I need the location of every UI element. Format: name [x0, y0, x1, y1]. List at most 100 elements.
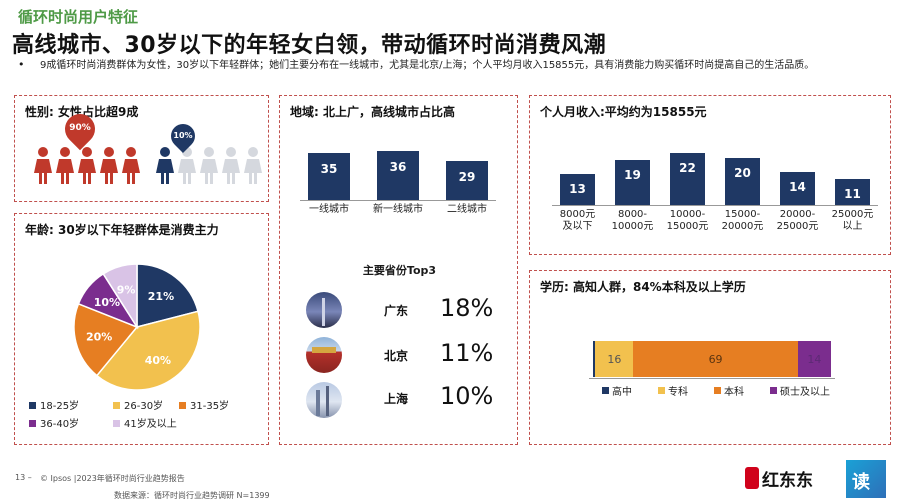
pie-data-label: 9% — [117, 283, 136, 296]
income-chart: 13 8000元 及以下 19 8000- 10000元 22 10000- 15000元… — [530, 96, 892, 256]
pie-slice — [73, 302, 139, 377]
brand-logo: 红东东 — [745, 464, 813, 492]
bar-category-label: 新一线城市 — [373, 204, 423, 215]
data-source: 数据来源：循环时尚行业趋势调研 N=1399 — [114, 491, 270, 500]
pie-slice — [95, 310, 201, 391]
corner-badge: 读 — [846, 460, 886, 498]
male-pct-label: 10% — [173, 131, 193, 140]
stacked-segment: 16 — [595, 341, 634, 377]
region-title: 地域: 北上广，高线城市占比高 — [290, 105, 455, 119]
bar-category-label: 15000- 20000元 — [721, 209, 764, 232]
legend-swatch — [29, 402, 36, 409]
chart-bar: 20 — [725, 158, 760, 205]
legend-item: 专科 — [658, 383, 688, 398]
legend-swatch — [770, 387, 777, 394]
male-icon — [156, 147, 174, 184]
chart-bar: 11 — [835, 179, 870, 205]
pie-data-label: 10% — [94, 296, 120, 309]
education-chart: 16 69 14 高中 专科 本科 硕士及以上 — [530, 271, 892, 446]
province-pct: 18% — [440, 294, 494, 322]
province-name: 北京 — [384, 349, 409, 363]
chart-baseline — [589, 378, 835, 379]
age-panel: 年龄: 30岁以下年轻群体是消费主力 21% 40% 20% 10% 9% 18-25岁 2… — [14, 213, 269, 445]
guangdong-photo — [306, 292, 342, 328]
legend-label: 36-40岁 — [40, 417, 79, 430]
chart-bar: 22 — [670, 153, 705, 205]
gender-panel: 性别: 女性占比超9成 90% 10% — [14, 95, 269, 202]
legend-swatch — [658, 387, 665, 394]
bar-category-label: 8000- 10000元 — [611, 209, 654, 232]
female-icon — [34, 147, 52, 184]
female-icon — [56, 147, 74, 184]
legend-label: 硕士及以上 — [780, 387, 830, 398]
chart-bar: 14 — [780, 172, 815, 205]
legend-label: 高中 — [612, 387, 632, 398]
beijing-photo — [306, 337, 342, 373]
legend-swatch — [179, 402, 186, 409]
shanghai-photo — [306, 382, 342, 418]
grey-person-icon — [244, 147, 262, 184]
province-name: 上海 — [384, 392, 409, 406]
pie-data-label: 40% — [145, 354, 171, 367]
chart-bar: 19 — [615, 160, 650, 205]
bar-category-label: 一线城市 — [309, 204, 349, 215]
top3-title: 主要省份Top3 — [362, 264, 437, 277]
chart-bar: 13 — [560, 174, 595, 205]
legend-label: 26-30岁 — [124, 399, 163, 412]
legend-label: 18-25岁 — [40, 399, 79, 412]
bar-category-label: 二线城市 — [447, 204, 487, 215]
grey-person-icon — [200, 147, 218, 184]
legend-swatch — [714, 387, 721, 394]
legend-item: 本科 — [714, 383, 744, 398]
page-title: 高线城市、30岁以下的年轻女白领，带动循环时尚消费风潮 — [12, 33, 607, 58]
province-pct: 10% — [440, 382, 494, 410]
pie-data-label: 21% — [148, 290, 174, 303]
bullet-icon: • — [18, 58, 25, 71]
legend-item: 高中 — [602, 383, 632, 398]
bar-category-label: 25000元 以上 — [831, 209, 874, 232]
legend-label: 41岁及以上 — [124, 417, 177, 430]
legend-swatch — [113, 420, 120, 427]
female-icon — [100, 147, 118, 184]
pie-data-label: 20% — [86, 331, 112, 344]
female-icon — [122, 147, 140, 184]
gender-title: 性别: 女性占比超9成 — [25, 105, 139, 119]
education-panel: 学历: 高知人群，84%本科及以上学历 16 69 14 高中 专科 本科 硕士及以上 — [529, 270, 891, 445]
province-pct: 11% — [440, 339, 494, 367]
legend-label: 31-35岁 — [190, 399, 229, 412]
province-name: 广东 — [384, 304, 409, 318]
stacked-segment: 14 — [797, 341, 831, 377]
chart-bar: 29 — [446, 160, 488, 200]
section-tag: 循环时尚用户特征 — [18, 8, 139, 26]
female-icon — [78, 147, 96, 184]
legend-swatch — [113, 402, 120, 409]
bar-category-label: 10000- 15000元 — [666, 209, 709, 232]
education-title: 学历: 高知人群，84%本科及以上学历 — [540, 280, 746, 294]
bar-category-label: 20000- 25000元 — [776, 209, 819, 232]
age-title: 年龄: 30岁以下年轻群体是消费主力 — [25, 223, 219, 237]
pie-slice — [136, 263, 199, 328]
income-panel: 个人月收入:平均约为15855元 13 8000元 及以下 19 8000- 1000… — [529, 95, 891, 255]
summary-text: 9成循环时尚消费群体为女性，30岁以下年轻群体；她们主要分布在一线城市，尤其是北… — [40, 60, 815, 71]
legend-item: 硕士及以上 — [770, 383, 830, 398]
stacked-segment — [593, 341, 596, 377]
stacked-segment: 69 — [633, 341, 798, 377]
female-pct-label: 90% — [69, 123, 91, 133]
city-tier-chart: 35 一线城市 36 新一线城市 29 二线城市 — [280, 96, 519, 246]
legend-label: 本科 — [724, 387, 744, 398]
region-panel: 地域: 北上广，高线城市占比高 35 一线城市 36 新一线城市 29 二线城市 主要省份… — [279, 95, 518, 445]
chart-baseline — [552, 205, 878, 206]
age-pie-chart: 21% 40% 20% 10%9% 18-25岁 26-30岁 31-35岁 36-40岁 41… — [29, 263, 229, 430]
income-title: 个人月收入:平均约为15855元 — [540, 105, 707, 119]
chart-bar: 35 — [308, 152, 350, 200]
brand-logo-text: 红东东 — [762, 470, 813, 491]
grey-person-icon — [222, 147, 240, 184]
legend-swatch — [29, 420, 36, 427]
female-figures — [33, 146, 148, 188]
legend-swatch — [602, 387, 609, 394]
chart-baseline — [300, 200, 496, 201]
bar-category-label: 8000元 及以下 — [559, 209, 596, 232]
pie-slice — [102, 263, 138, 330]
footer-source: © Ipsos |2023年循环时尚行业趋势报告 — [40, 474, 185, 483]
chart-bar: 36 — [377, 151, 419, 200]
